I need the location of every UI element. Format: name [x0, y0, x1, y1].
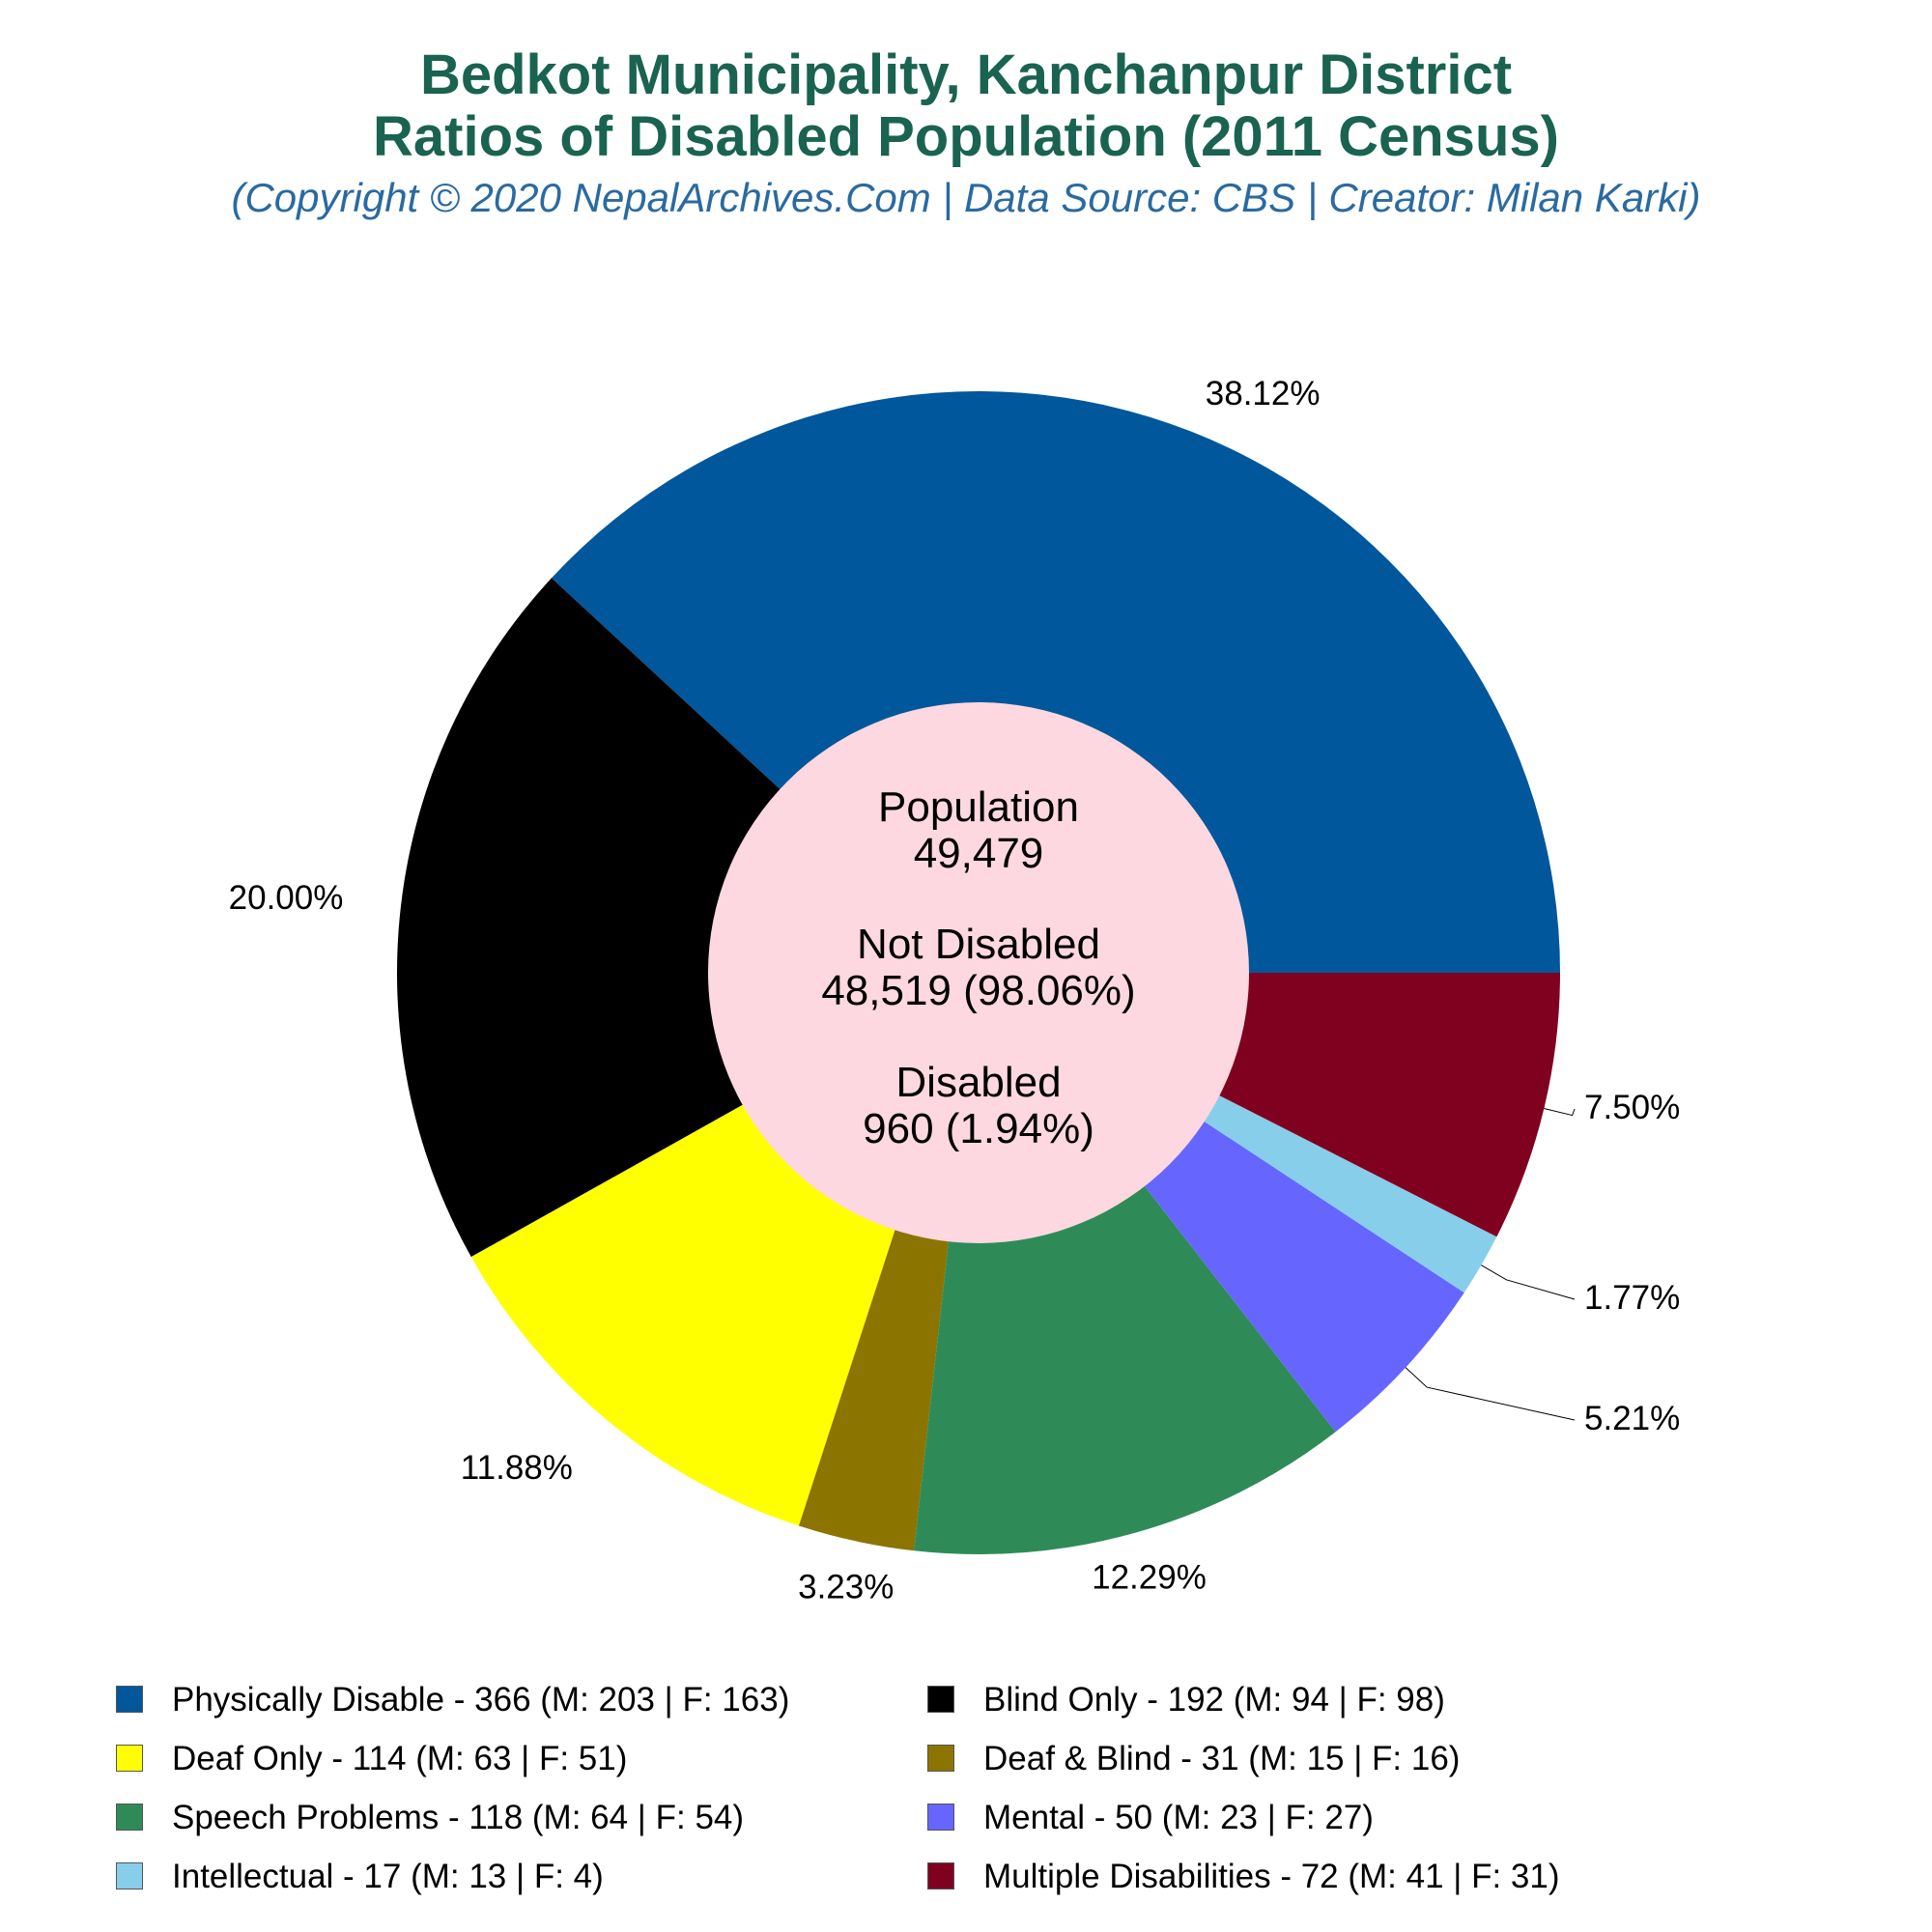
percent-label: 3.23% — [798, 1569, 894, 1606]
legend-swatch — [116, 1803, 143, 1831]
legend-swatch — [116, 1861, 143, 1889]
percent-labels: 38.12% 20.00% 11.88% 3.23% 12.29% 5.21% 1.77% 7… — [229, 375, 1681, 1605]
leader-line — [1544, 1108, 1576, 1117]
chart-title-line2: Ratios of Disabled Population (2011 Cens… — [373, 105, 1559, 168]
legend-item: Deaf Only - 114 (M: 63 | F: 51) — [116, 1735, 627, 1783]
center-summary: Population 49,479 Not Disabled 48,519 (9… — [821, 783, 1135, 1152]
legend-label: Mental - 50 (M: 23 | F: 27) — [983, 1799, 1374, 1836]
percent-label: 20.00% — [229, 879, 344, 917]
percent-label: 1.77% — [1584, 1279, 1680, 1317]
chart-subtitle: (Copyright © 2020 NepalArchives.Com | Da… — [231, 175, 1701, 220]
legend-swatch — [927, 1803, 954, 1831]
percent-label: 12.29% — [1092, 1559, 1207, 1597]
percent-label: 5.21% — [1584, 1400, 1680, 1437]
population-label: Population — [878, 783, 1079, 831]
legend-label: Blind Only - 192 (M: 94 | F: 98) — [983, 1681, 1445, 1719]
legend-label: Deaf & Blind - 31 (M: 15 | F: 16) — [983, 1740, 1461, 1777]
pie-slice-blind-only — [397, 578, 979, 1258]
label-leader-lines — [1405, 1108, 1576, 1421]
leader-line — [1405, 1367, 1576, 1421]
percent-label: 7.50% — [1584, 1089, 1680, 1126]
legend-item: Blind Only - 192 (M: 94 | F: 98) — [927, 1676, 1445, 1724]
percent-label: 38.12% — [1206, 375, 1321, 412]
center-hole — [708, 702, 1249, 1243]
legend-item: Intellectual - 17 (M: 13 | F: 4) — [116, 1853, 604, 1901]
legend-label: Speech Problems - 118 (M: 64 | F: 54) — [172, 1799, 745, 1836]
legend-label: Intellectual - 17 (M: 13 | F: 4) — [172, 1858, 604, 1895]
disabled-label: Disabled — [895, 1059, 1061, 1106]
legend-item: Multiple Disabilities - 72 (M: 41 | F: 3… — [927, 1853, 1560, 1901]
legend-label: Physically Disable - 366 (M: 203 | F: 16… — [172, 1681, 790, 1719]
chart-title-line1: Bedkot Municipality, Kanchanpur District — [419, 43, 1513, 106]
legend-item: Mental - 50 (M: 23 | F: 27) — [927, 1794, 1374, 1842]
legend-item: Speech Problems - 118 (M: 64 | F: 54) — [116, 1794, 744, 1842]
legend-swatch — [927, 1861, 954, 1889]
legend-swatch — [927, 1744, 954, 1772]
disabled-value: 960 (1.94%) — [863, 1105, 1094, 1152]
percent-label: 11.88% — [461, 1449, 573, 1487]
legend-swatch — [927, 1685, 954, 1713]
pie-slice-physically-disable — [551, 390, 1560, 973]
legend-label: Deaf Only - 114 (M: 63 | F: 51) — [172, 1740, 628, 1777]
legend-label: Multiple Disabilities - 72 (M: 41 | F: 3… — [983, 1858, 1560, 1895]
leader-line — [1481, 1264, 1576, 1300]
legend-swatch — [116, 1685, 143, 1713]
not-disabled-label: Not Disabled — [857, 921, 1100, 968]
not-disabled-value: 48,519 (98.06%) — [821, 967, 1135, 1014]
population-value: 49,479 — [914, 830, 1044, 877]
donut-chart: 38.12% 20.00% 11.88% 3.23% 12.29% 5.21% 1.77% 7… — [229, 375, 1681, 1605]
legend-item: Physically Disable - 366 (M: 203 | F: 16… — [116, 1676, 789, 1724]
legend-item: Deaf & Blind - 31 (M: 15 | F: 16) — [927, 1735, 1460, 1783]
legend-swatch — [116, 1744, 143, 1772]
